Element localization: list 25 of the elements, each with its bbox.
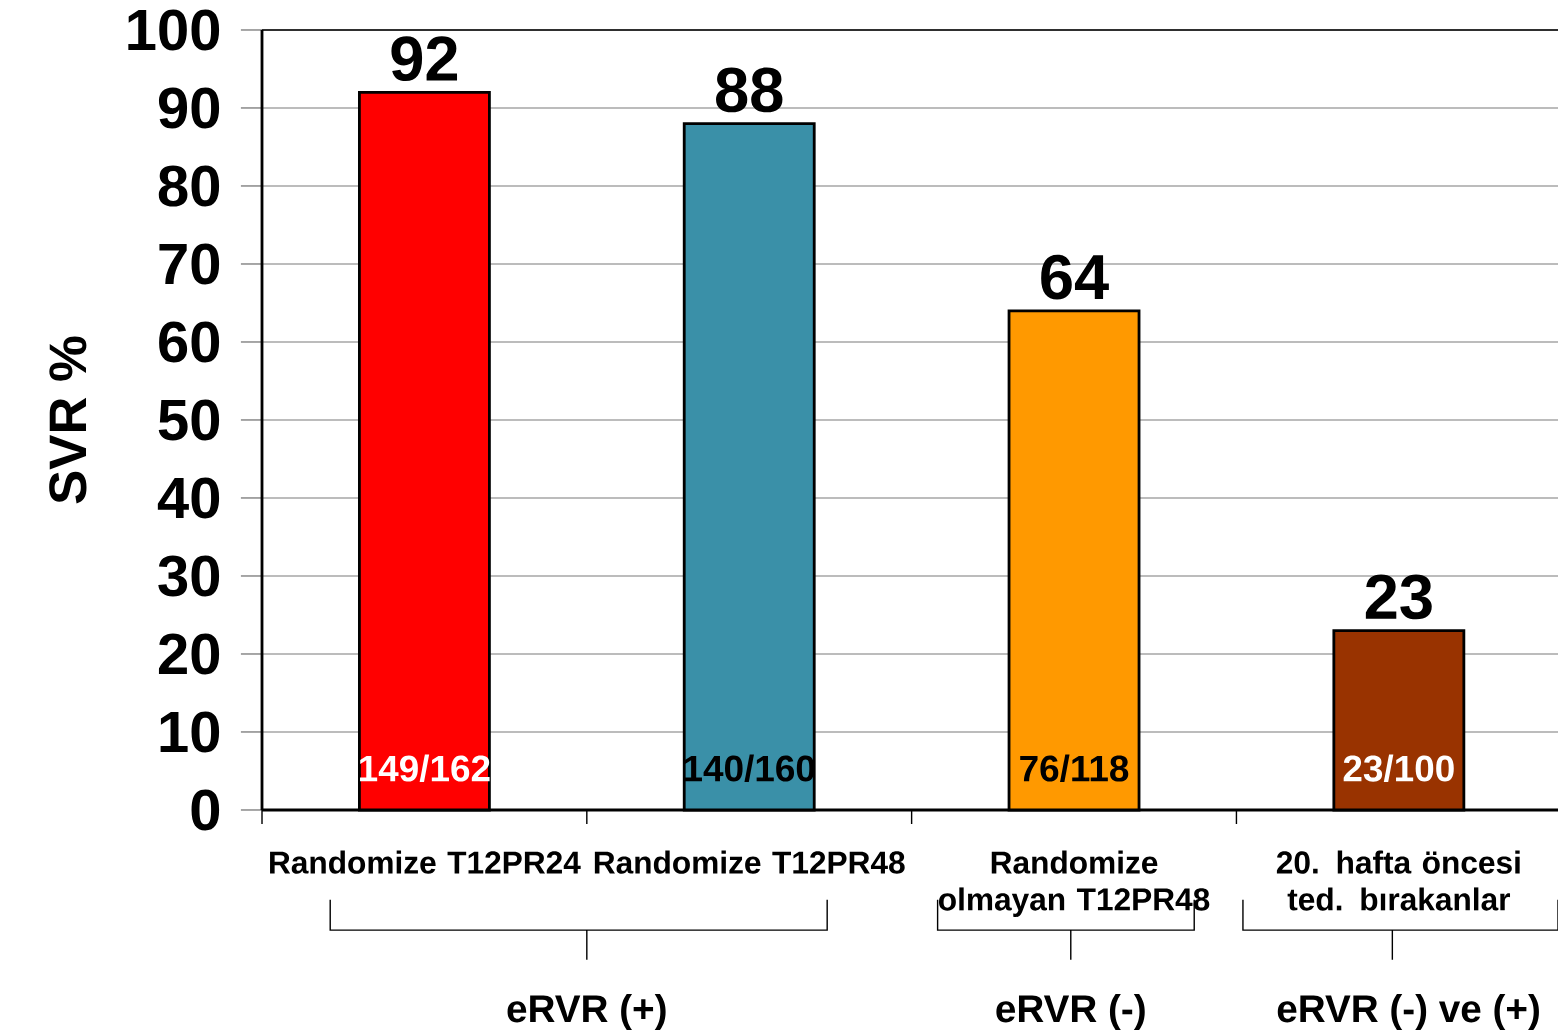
y-tick-label: 10 — [160, 711, 220, 753]
y-tick-label: 50 — [158, 399, 220, 441]
y-tick-label: 20 — [158, 633, 220, 675]
y-tick-label: 70 — [159, 243, 220, 285]
text: eRVR (+) — [507, 994, 666, 1030]
y-tick-label: 90 — [158, 87, 220, 129]
y-tick-label: 100 — [128, 9, 220, 51]
text: eRVR (-) — [996, 994, 1145, 1030]
y-tick-label: 60 — [159, 321, 220, 363]
data-label: 23 — [1365, 574, 1432, 620]
annotation: 23/100 — [1343, 754, 1454, 782]
y-axis-title: SVR % — [49, 336, 87, 504]
data-label: 64 — [1041, 254, 1109, 300]
data-label: 88 — [716, 67, 783, 113]
annotation: 76/118 — [1020, 754, 1129, 782]
y-tick-label: 40 — [157, 477, 220, 519]
x-tick-label: Randomize olmayan T12PR48 — [938, 850, 1210, 917]
x-tick-label: Randomize T12PR24 — [270, 850, 581, 874]
y-tick-label: 80 — [158, 165, 220, 207]
y-tick-label: 30 — [158, 555, 220, 597]
data-label: 92 — [391, 36, 458, 82]
text: eRVR (-) ve (+) — [1277, 994, 1539, 1030]
x-tick-label: Randomize T12PR48 — [594, 850, 905, 874]
y-tick-label: 0 — [191, 789, 220, 831]
x-tick-label: 20. hafta öncesi ted. bırakanlar — [1276, 850, 1520, 911]
